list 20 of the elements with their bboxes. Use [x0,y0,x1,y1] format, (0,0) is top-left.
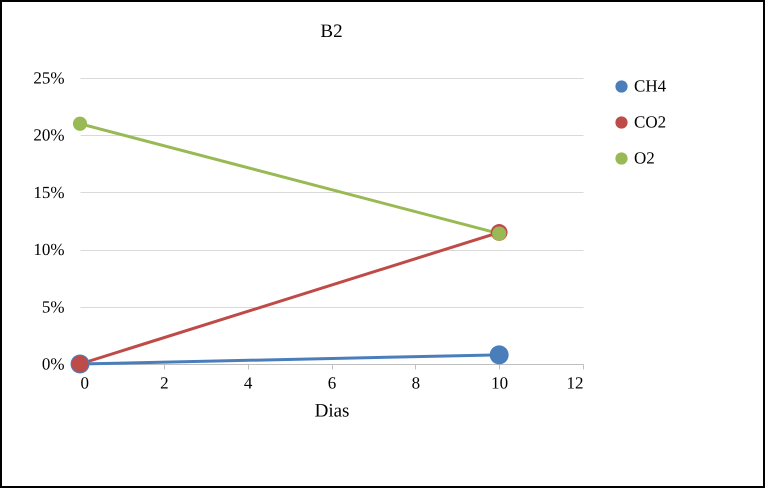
y-tick-label: 20% [33,126,64,145]
x-tick-label: 12 [566,374,584,392]
point [490,345,509,364]
legend-label: O2 [634,148,655,168]
x-tick-label: 10 [491,374,508,392]
y-tick-label: 0% [42,354,64,374]
y-tick-label: 10% [33,240,64,260]
y-tick-label: 25% [33,68,64,88]
x-tick-label: 6 [328,374,336,392]
legend-label: CO2 [634,112,666,132]
x-tick-label: 2 [160,374,169,392]
x-tick-label: 4 [244,374,253,392]
y-tick-label: 15% [33,182,64,202]
y-tick-label: 5% [42,297,64,316]
x-tick-label: 8 [412,374,420,392]
legend-label: CH4 [634,76,667,96]
x-axis-title: Dias [314,400,350,422]
chart-title: B2 [320,21,343,42]
x-tick-label: 0 [80,374,89,392]
point [72,116,88,131]
